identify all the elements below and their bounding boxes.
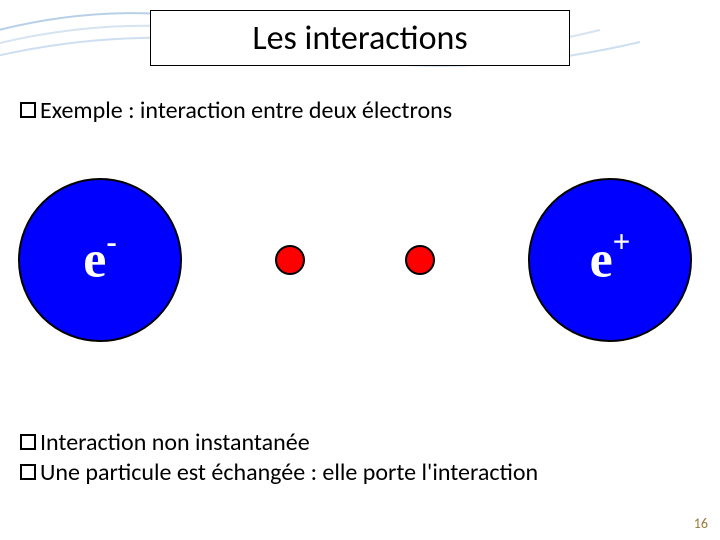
bullet-text: Exemple : interaction entre deux électro… xyxy=(40,96,452,125)
bullet-exemple: Exemple : interaction entre deux électro… xyxy=(20,96,452,125)
bullet-square-icon xyxy=(20,434,36,450)
electron-label: e- xyxy=(83,230,116,289)
electron-plus: e+ xyxy=(528,178,692,342)
electron-base: e xyxy=(83,232,106,289)
bullet-non-instant: Interaction non instantanée xyxy=(20,428,310,457)
electron-base: e xyxy=(590,232,613,289)
slide-title: Les interactions xyxy=(150,10,570,66)
electron-sup: + xyxy=(613,224,631,259)
electron-label: e+ xyxy=(590,230,631,289)
electron-sup: - xyxy=(106,224,116,259)
exchange-particle-dot xyxy=(405,245,435,275)
electron-minus: e- xyxy=(18,178,182,342)
bullet-text: Une particule est échangée : elle porte … xyxy=(40,458,538,487)
page-number: 16 xyxy=(694,515,708,532)
exchange-particle-dot xyxy=(275,245,305,275)
bullet-square-icon xyxy=(20,464,36,480)
bullet-text: Interaction non instantanée xyxy=(40,428,310,457)
bullet-particule: Une particule est échangée : elle porte … xyxy=(20,458,538,487)
bullet-square-icon xyxy=(20,102,36,118)
